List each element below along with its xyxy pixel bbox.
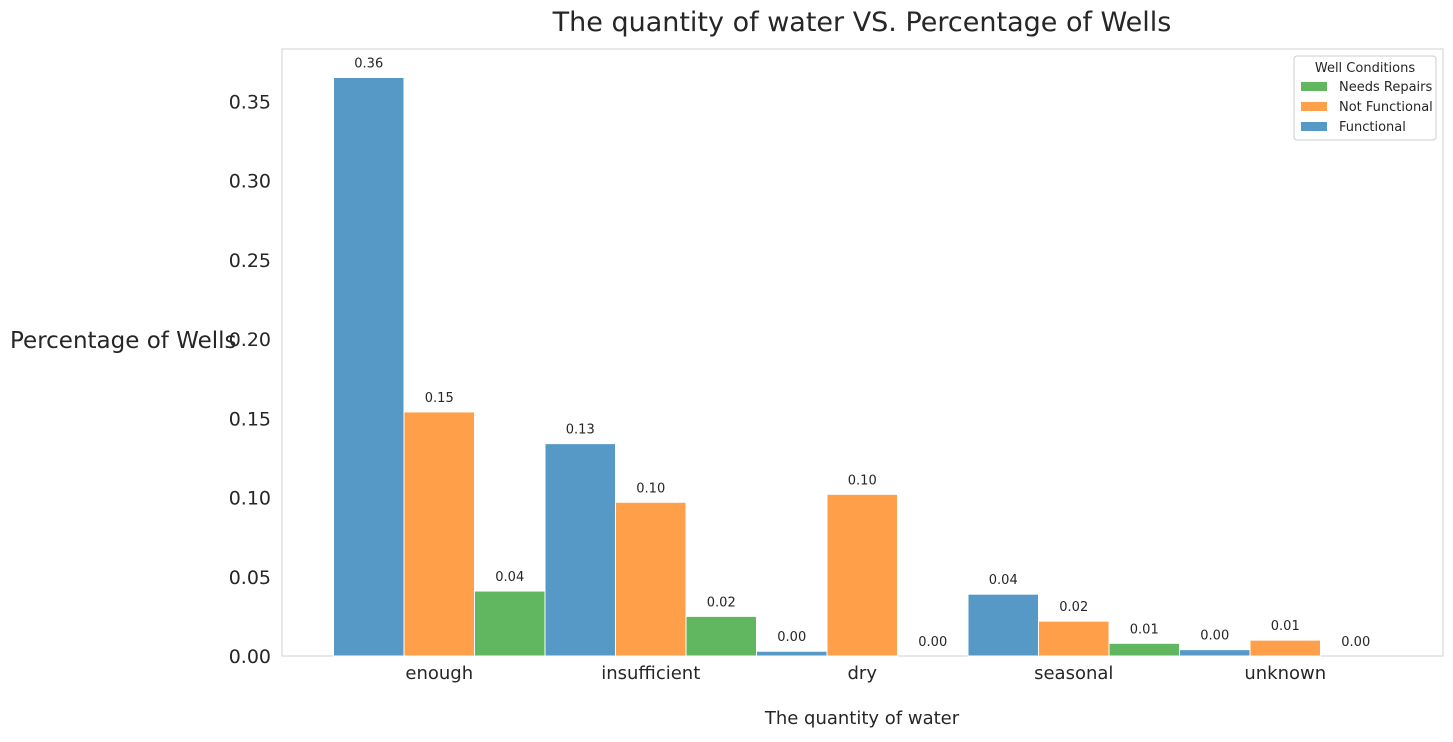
y-tick-label: 0.10 [229, 488, 271, 510]
y-tick-label: 0.35 [229, 91, 271, 113]
y-tick-label: 0.00 [229, 646, 271, 668]
y-tick-label: 0.20 [229, 329, 271, 351]
y-axis-ticks: 0.00 0.05 0.10 0.15 0.20 0.25 0.30 0.35 [229, 91, 271, 668]
data-label: 0.01 [1271, 619, 1300, 634]
y-tick-label: 0.25 [229, 250, 271, 272]
data-label: 0.00 [1341, 635, 1370, 650]
y-tick-label: 0.30 [229, 171, 271, 193]
data-label: 0.00 [777, 630, 806, 645]
data-label: 0.36 [354, 57, 383, 72]
data-label: 0.10 [636, 481, 665, 496]
bar-not-functional-seasonal [1038, 620, 1110, 657]
x-tick-label: dry [848, 663, 878, 684]
data-label: 0.00 [1200, 629, 1229, 644]
data-label: 0.10 [848, 473, 877, 488]
bar-needs-repairs-seasonal [1108, 642, 1180, 657]
bar-not-functional-dry [826, 493, 898, 657]
bars-layer [333, 77, 1321, 657]
bar-functional-seasonal [967, 593, 1039, 657]
data-label: 0.04 [989, 573, 1018, 588]
legend-swatch-functional [1301, 122, 1327, 131]
y-axis-label: Percentage of Wells [10, 328, 237, 354]
data-label: 0.02 [707, 595, 736, 610]
bar-not-functional-insufficient [615, 501, 687, 657]
legend-label-functional: Functional [1339, 120, 1406, 135]
legend-label-not-functional: Not Functional [1339, 100, 1433, 115]
data-label: 0.15 [425, 391, 454, 406]
data-label: 0.00 [918, 635, 947, 650]
bar-needs-repairs-insufficient [685, 615, 757, 657]
chart-title: The quantity of water VS. Percentage of … [552, 7, 1172, 38]
x-tick-label: insufficient [601, 663, 700, 684]
data-label: 0.02 [1059, 600, 1088, 615]
x-tick-label: unknown [1244, 663, 1326, 684]
data-labels-layer: 0.36 0.15 0.04 0.13 0.10 0.02 0.00 0.10 0.00 0.04… [354, 57, 1370, 650]
legend-swatch-needs-repairs [1301, 82, 1327, 91]
data-label: 0.04 [495, 570, 524, 585]
legend-swatch-not-functional [1301, 102, 1327, 111]
legend: Well Conditions Needs Repairs Not Functio… [1293, 55, 1437, 141]
x-axis-ticks: enough insufficient dry seasonal unknown [405, 663, 1326, 684]
bar-needs-repairs-enough [474, 590, 546, 657]
bar-not-functional-unknown [1249, 639, 1321, 657]
x-tick-label: seasonal [1034, 663, 1113, 684]
bar-functional-dry [756, 650, 828, 657]
bar-functional-enough [333, 77, 405, 657]
bar-functional-unknown [1179, 649, 1251, 657]
legend-box [1293, 55, 1437, 141]
data-label: 0.13 [566, 423, 595, 438]
bar-not-functional-enough [403, 411, 475, 657]
y-tick-label: 0.05 [229, 567, 271, 589]
legend-title: Well Conditions [1315, 61, 1415, 76]
legend-label-needs-repairs: Needs Repairs [1339, 80, 1432, 95]
bar-functional-insufficient [544, 443, 616, 657]
legend-items: Needs Repairs Not Functional Functional [1301, 80, 1433, 135]
data-label: 0.01 [1130, 622, 1159, 637]
x-tick-label: enough [405, 663, 473, 684]
y-tick-label: 0.15 [229, 408, 271, 430]
x-axis-label: The quantity of water [764, 708, 960, 729]
